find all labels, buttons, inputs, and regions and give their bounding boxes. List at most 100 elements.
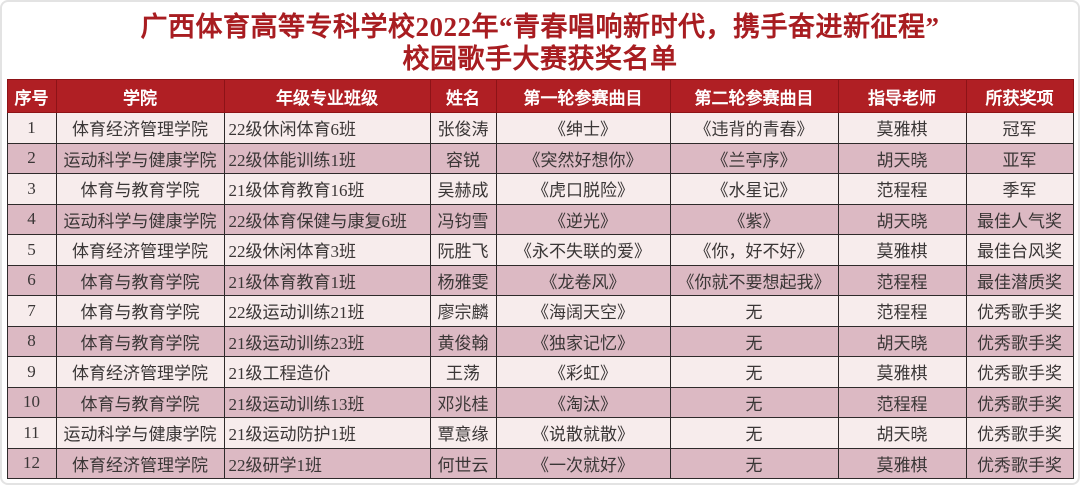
cell-class: 22级体能训练1班 bbox=[223, 142, 431, 174]
cell-round2-song: 无 bbox=[669, 417, 839, 449]
cell-college: 体育经济管理学院 bbox=[55, 234, 225, 266]
cell-college: 体育经济管理学院 bbox=[55, 112, 225, 144]
cell-name: 何世云 bbox=[429, 447, 497, 479]
column-header-round1-song: 第一轮参赛曲目 bbox=[495, 79, 671, 113]
title-line-1: 广西体育高等专科学校2022年“青春唱响新时代，携手奋进新征程” bbox=[140, 12, 940, 42]
cell-award: 优秀歌手奖 bbox=[965, 325, 1074, 357]
cell-round1-song: 《虎口脱险》 bbox=[495, 173, 671, 205]
cell-college: 体育与教育学院 bbox=[55, 173, 225, 205]
table-row: 3 体育与教育学院 21级体育教育16班 吴赫成 《虎口脱险》 《水星记》 范程程 季军 bbox=[6, 173, 1074, 205]
column-header-college: 学院 bbox=[55, 79, 225, 113]
cell-award: 优秀歌手奖 bbox=[965, 447, 1074, 479]
title-line-2: 校园歌手大赛获奖名单 bbox=[402, 44, 678, 74]
cell-college: 体育与教育学院 bbox=[55, 386, 225, 418]
cell-round1-song: 《一次就好》 bbox=[495, 447, 671, 479]
table-row: 2 运动科学与健康学院 22级体能训练1班 容锐 《突然好想你》 《兰亭序》 胡天晓 亚军 bbox=[6, 142, 1074, 174]
column-header-name: 姓名 bbox=[429, 79, 497, 113]
cell-teacher: 范程程 bbox=[837, 173, 967, 205]
cell-index: 4 bbox=[6, 203, 57, 235]
cell-college: 运动科学与健康学院 bbox=[55, 203, 225, 235]
table-row: 1 体育经济管理学院 22级休闲体育6班 张俊涛 《绅士》 《违背的青春》 莫雅棋 冠军 bbox=[6, 112, 1074, 144]
cell-class: 21级体育教育1班 bbox=[223, 264, 431, 296]
column-header-award: 所获奖项 bbox=[965, 79, 1074, 113]
cell-teacher: 胡天晓 bbox=[837, 325, 967, 357]
cell-award: 优秀歌手奖 bbox=[965, 295, 1074, 327]
cell-round2-song: 无 bbox=[669, 325, 839, 357]
cell-round2-song: 《水星记》 bbox=[669, 173, 839, 205]
cell-class: 22级研学1班 bbox=[223, 447, 431, 479]
cell-name: 阮胜飞 bbox=[429, 234, 497, 266]
cell-teacher: 范程程 bbox=[837, 264, 967, 296]
cell-name: 吴赫成 bbox=[429, 173, 497, 205]
cell-class: 21级运动防护1班 bbox=[223, 417, 431, 449]
cell-round2-song: 《你就不要想起我》 bbox=[669, 264, 839, 296]
table-row: 8 体育与教育学院 21级运动训练23班 黄俊翰 《独家记忆》无胡天晓 优秀歌手奖 bbox=[6, 325, 1074, 357]
cell-teacher: 莫雅棋 bbox=[837, 112, 967, 144]
cell-class: 22级休闲体育3班 bbox=[223, 234, 431, 266]
cell-round2-song: 无 bbox=[669, 386, 839, 418]
cell-name: 邓兆桂 bbox=[429, 386, 497, 418]
cell-round1-song: 《说散就散》 bbox=[495, 417, 671, 449]
awards-table: 序号 学院 年级专业班级 姓名 第一轮参赛曲目 第二轮参赛曲目 指导老师 所获奖… bbox=[6, 79, 1074, 479]
cell-round1-song: 《海阔天空》 bbox=[495, 295, 671, 327]
cell-award: 优秀歌手奖 bbox=[965, 417, 1074, 449]
cell-name: 杨雅雯 bbox=[429, 264, 497, 296]
cell-name: 廖宗麟 bbox=[429, 295, 497, 327]
cell-class: 21级运动训练23班 bbox=[223, 325, 431, 357]
cell-teacher: 莫雅棋 bbox=[837, 234, 967, 266]
cell-index: 9 bbox=[6, 356, 57, 388]
cell-teacher: 范程程 bbox=[837, 386, 967, 418]
cell-index: 1 bbox=[6, 112, 57, 144]
table-row: 6 体育与教育学院 21级体育教育1班 杨雅雯 《龙卷风》 《你就不要想起我》 范程程 最佳潜… bbox=[6, 264, 1074, 296]
cell-class: 22级体育保健与康复6班 bbox=[223, 203, 431, 235]
cell-award: 最佳台风奖 bbox=[965, 234, 1074, 266]
cell-class: 21级运动训练13班 bbox=[223, 386, 431, 418]
table-body: 1 体育经济管理学院 22级休闲体育6班 张俊涛 《绅士》 《违背的青春》 莫雅棋 冠军 2 运动… bbox=[6, 112, 1074, 479]
table-row: 11 运动科学与健康学院 21级运动防护1班 覃意缘 《说散就散》无胡天晓 优秀歌手奖 bbox=[6, 417, 1074, 449]
cell-index: 10 bbox=[6, 386, 57, 418]
cell-round1-song: 《绅士》 bbox=[495, 112, 671, 144]
cell-round1-song: 《逆光》 bbox=[495, 203, 671, 235]
cell-round1-song: 《龙卷风》 bbox=[495, 264, 671, 296]
cell-award: 亚军 bbox=[965, 142, 1074, 174]
header-row: 序号 学院 年级专业班级 姓名 第一轮参赛曲目 第二轮参赛曲目 指导老师 所获奖… bbox=[6, 79, 1074, 113]
cell-name: 黄俊翰 bbox=[429, 325, 497, 357]
cell-index: 6 bbox=[6, 264, 57, 296]
cell-name: 容锐 bbox=[429, 142, 497, 174]
table-row: 12 体育经济管理学院 22级研学1班 何世云 《一次就好》无莫雅棋 优秀歌手奖 bbox=[6, 447, 1074, 479]
cell-award: 季军 bbox=[965, 173, 1074, 205]
cell-class: 21级体育教育16班 bbox=[223, 173, 431, 205]
cell-class: 22级运动训练21班 bbox=[223, 295, 431, 327]
column-header-round2-song: 第二轮参赛曲目 bbox=[669, 79, 839, 113]
cell-round2-song: 《紫》 bbox=[669, 203, 839, 235]
cell-college: 体育与教育学院 bbox=[55, 325, 225, 357]
cell-teacher: 莫雅棋 bbox=[837, 356, 967, 388]
cell-round1-song: 《永不失联的爱》 bbox=[495, 234, 671, 266]
cell-index: 11 bbox=[6, 417, 57, 449]
table-row: 5 体育经济管理学院 22级休闲体育3班 阮胜飞 《永不失联的爱》 《你，好不好》 莫雅棋最… bbox=[6, 234, 1074, 266]
cell-round2-song: 《违背的青春》 bbox=[669, 112, 839, 144]
table-row: 7 体育与教育学院 22级运动训练21班 廖宗麟 《海阔天空》无范程程 优秀歌手奖 bbox=[6, 295, 1074, 327]
cell-index: 3 bbox=[6, 173, 57, 205]
cell-round1-song: 《独家记忆》 bbox=[495, 325, 671, 357]
cell-award: 最佳潜质奖 bbox=[965, 264, 1074, 296]
cell-index: 2 bbox=[6, 142, 57, 174]
cell-award: 优秀歌手奖 bbox=[965, 386, 1074, 418]
cell-college: 运动科学与健康学院 bbox=[55, 142, 225, 174]
cell-award: 最佳人气奖 bbox=[965, 203, 1074, 235]
cell-round2-song: 无 bbox=[669, 447, 839, 479]
table-row: 10 体育与教育学院 21级运动训练13班 邓兆桂 《淘汰》无范程程 优秀歌手奖 bbox=[6, 386, 1074, 418]
cell-round2-song: 无 bbox=[669, 295, 839, 327]
cell-teacher: 胡天晓 bbox=[837, 142, 967, 174]
cell-round2-song: 《你，好不好》 bbox=[669, 234, 839, 266]
cell-teacher: 胡天晓 bbox=[837, 417, 967, 449]
cell-teacher: 范程程 bbox=[837, 295, 967, 327]
cell-name: 张俊涛 bbox=[429, 112, 497, 144]
cell-award: 优秀歌手奖 bbox=[965, 356, 1074, 388]
cell-college: 体育经济管理学院 bbox=[55, 356, 225, 388]
cell-college: 体育与教育学院 bbox=[55, 264, 225, 296]
cell-round1-song: 《淘汰》 bbox=[495, 386, 671, 418]
table-row: 9 体育经济管理学院 21级工程造价 王荡 《彩虹》无莫雅棋 优秀歌手奖 bbox=[6, 356, 1074, 388]
cell-teacher: 胡天晓 bbox=[837, 203, 967, 235]
